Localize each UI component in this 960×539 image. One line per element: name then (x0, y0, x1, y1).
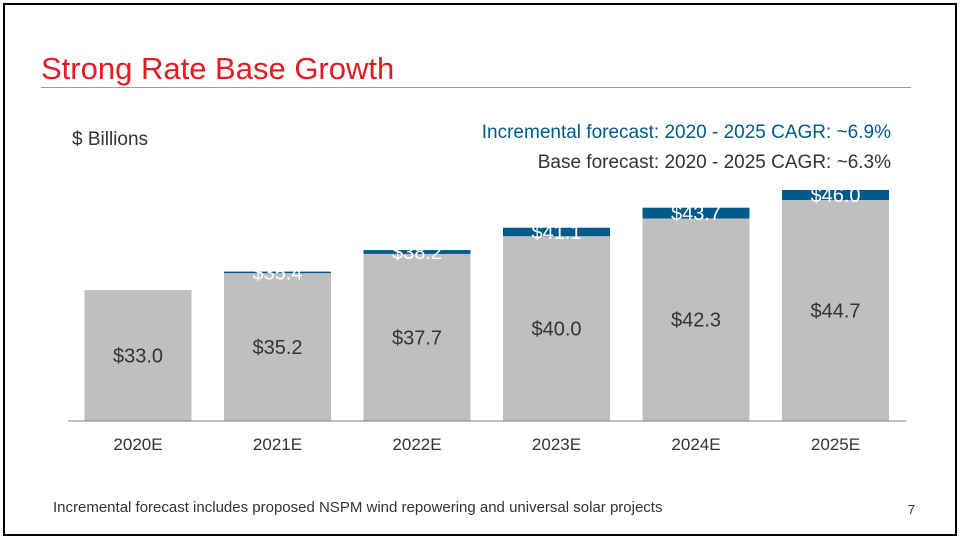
incremental-bar (224, 271, 331, 274)
base-bar (224, 273, 331, 421)
incremental-value-label: $46.0 (810, 185, 860, 207)
x-tick-label: 2022E (392, 435, 441, 454)
unit-label: $ Billions (72, 129, 149, 150)
base-bar (84, 290, 192, 421)
incremental-bar (363, 250, 471, 254)
page-title: Strong Rate Base Growth (41, 51, 395, 86)
x-tick-label: 2021E (253, 435, 302, 454)
incremental-value-label: $35.4 (252, 262, 302, 284)
base-value-label: $33.0 (113, 346, 163, 368)
base-bar (782, 200, 889, 421)
x-tick-label: 2020E (113, 435, 162, 454)
incremental-bar (503, 227, 610, 237)
title-divider (41, 87, 911, 88)
x-tick-label: 2025E (811, 435, 860, 454)
x-tick-label: 2023E (532, 435, 581, 454)
page-number: 7 (907, 502, 915, 517)
x-tick-label: 2024E (671, 435, 720, 454)
base-bar (503, 236, 610, 421)
incremental-value-label: $41.1 (531, 222, 581, 244)
base-bar (363, 253, 471, 421)
incremental-bar (782, 190, 889, 201)
incremental-value-label: $43.7 (671, 203, 721, 225)
footnote: Incremental forecast includes proposed N… (53, 499, 663, 516)
base-value-label: $40.0 (531, 319, 581, 341)
incremental-bar (642, 207, 750, 219)
base-value-label: $44.7 (810, 301, 860, 323)
incremental-value-label: $38.2 (392, 242, 442, 264)
base-value-label: $37.7 (392, 327, 442, 349)
base-bar (642, 218, 750, 421)
base-value-label: $35.2 (252, 337, 302, 359)
base-cagr-label: Base forecast: 2020 - 2025 CAGR: ~6.3% (537, 152, 891, 173)
base-value-label: $42.3 (671, 310, 721, 332)
incremental-cagr-label: Incremental forecast: 2020 - 2025 CAGR: … (481, 122, 891, 143)
